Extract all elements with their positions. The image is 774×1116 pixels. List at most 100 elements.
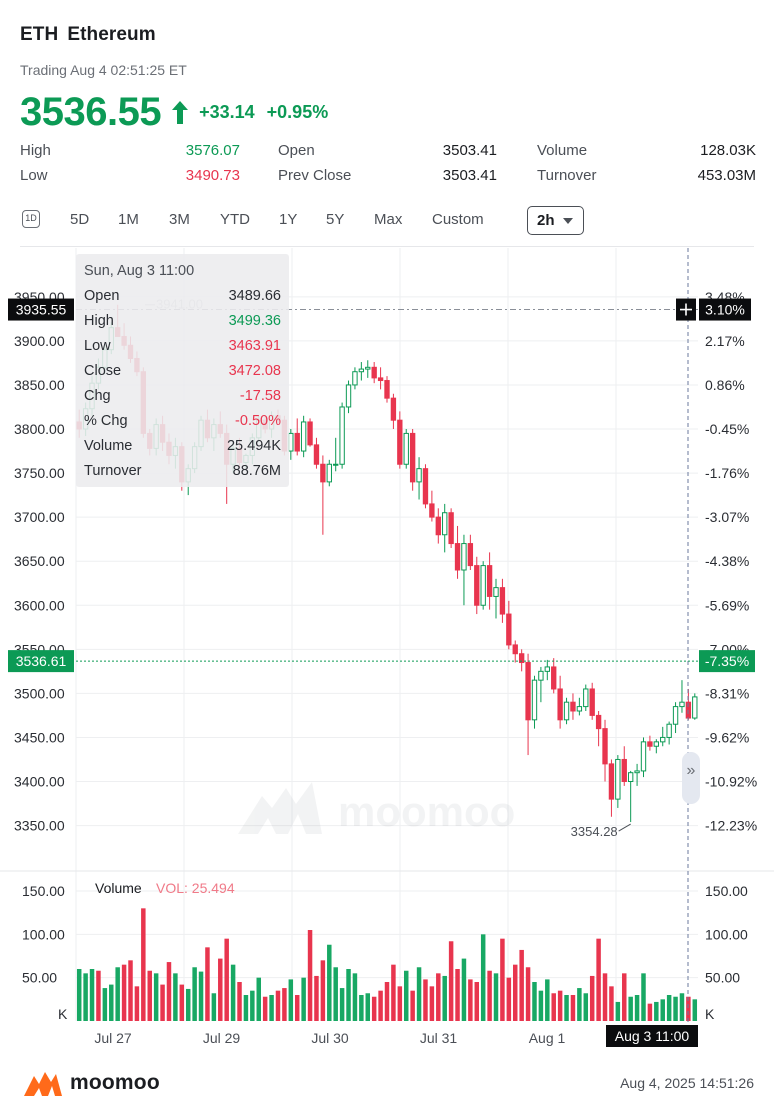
- tooltip-high-value: 3499.36: [228, 313, 281, 329]
- candle: [409, 429, 416, 491]
- candle-body: [320, 463, 326, 483]
- volume-bar: [89, 969, 95, 1021]
- candle-body: [615, 758, 621, 800]
- volume-bar: [352, 973, 358, 1021]
- volume-bar: [320, 960, 326, 1021]
- tab-1m[interactable]: 1M: [118, 211, 139, 228]
- current-price-text: 3536.61: [16, 653, 67, 669]
- pct-tick-label: -0.45%: [705, 421, 749, 437]
- volume-bar: [128, 960, 133, 1021]
- volume-bar: [275, 990, 281, 1021]
- candle-body: [333, 463, 339, 466]
- candle-body: [365, 366, 371, 370]
- volume-bar: [551, 993, 556, 1021]
- candle-body: [345, 384, 352, 408]
- symbol: ETH: [20, 24, 59, 45]
- candle-body: [461, 543, 467, 571]
- candle: [454, 525, 461, 579]
- volume-bar: [615, 1001, 621, 1021]
- volume-bar: [333, 967, 338, 1021]
- candle: [608, 759, 615, 817]
- candle: [480, 561, 486, 610]
- tab-custom[interactable]: Custom: [432, 211, 484, 228]
- candle: [499, 578, 506, 623]
- candle-body: [525, 662, 531, 721]
- volume-bar: [519, 949, 524, 1021]
- candle: [692, 693, 698, 720]
- volume-tick-label-right: 100.00: [705, 926, 748, 942]
- tab-1y[interactable]: 1Y: [279, 211, 298, 228]
- volume-bar: [288, 979, 294, 1021]
- candle: [422, 464, 429, 509]
- turnover-value: 453.03M: [697, 167, 756, 184]
- candle-body: [486, 565, 493, 597]
- candle: [595, 711, 602, 747]
- low-label: Low: [20, 167, 48, 184]
- volume-bar: [692, 999, 698, 1021]
- tooltip-pchg-row: % Chg -0.50%: [84, 413, 281, 429]
- volume-bar: [474, 982, 480, 1021]
- candle-body: [551, 666, 557, 690]
- current-price-badge: [8, 650, 74, 673]
- volume-bar: [371, 996, 377, 1021]
- tab-5d[interactable]: 5D: [70, 211, 90, 228]
- tab-1d[interactable]: 1D: [22, 210, 40, 228]
- candle: [403, 429, 409, 469]
- candle-body: [512, 644, 518, 655]
- volume-bar: [339, 988, 345, 1021]
- price-change-pct: +0.95%: [266, 102, 329, 122]
- tab-ytd[interactable]: YTD: [220, 211, 250, 228]
- tooltip-pchg-value: -0.50%: [235, 413, 281, 429]
- volume-bar: [602, 973, 608, 1021]
- volume-bar: [185, 988, 191, 1021]
- volume-tick-label: 50.00: [22, 970, 57, 986]
- moomoo-logo-watermark: [238, 782, 322, 834]
- tab-max[interactable]: Max: [374, 211, 403, 228]
- crosshair-pct-badge: [699, 298, 751, 321]
- tab-3m[interactable]: 3M: [169, 211, 190, 228]
- candle: [448, 508, 454, 548]
- volume-bar: [564, 995, 569, 1021]
- time-tick-label: Jul 27: [94, 1030, 132, 1046]
- candle-body: [493, 587, 499, 597]
- volume-bar: [596, 938, 601, 1021]
- candle-body: [608, 763, 615, 800]
- tab-5y[interactable]: 5Y: [326, 211, 345, 228]
- crosshair-time-text: Aug 3 11:00: [615, 1028, 690, 1044]
- candle: [390, 393, 397, 429]
- volume-bar: [468, 979, 473, 1021]
- candle: [660, 726, 666, 747]
- price-tick-label: 3800.00: [14, 421, 65, 437]
- candle-body: [653, 741, 659, 747]
- candle: [653, 739, 659, 754]
- tooltip-low-row: Low 3463.91: [84, 338, 281, 354]
- volume-bar: [391, 964, 396, 1021]
- candle-body: [589, 688, 595, 716]
- interval-dropdown[interactable]: 2h: [527, 206, 584, 235]
- price-row: 3536.55 +33.14 +0.95%: [20, 90, 328, 135]
- candle: [518, 649, 525, 672]
- pct-tick-label: -9.62%: [705, 729, 749, 745]
- candle-body: [621, 758, 627, 782]
- tooltip-open-label: Open: [84, 288, 120, 304]
- volume-unit-label-right: K: [705, 1006, 715, 1022]
- price-tick-label: 3850.00: [14, 377, 65, 393]
- candle: [531, 675, 538, 729]
- tooltip-volume-label: Volume: [84, 438, 133, 454]
- price-tick-label: 3650.00: [14, 553, 65, 569]
- volume-bar: [583, 993, 589, 1021]
- candle-body: [602, 728, 608, 765]
- candle: [326, 459, 332, 487]
- candle: [352, 367, 358, 390]
- candle: [486, 552, 493, 610]
- volume-bar: [269, 995, 274, 1021]
- candle-body: [627, 772, 634, 782]
- instrument-title: ETH Ethereum: [20, 24, 156, 46]
- volume-bar: [410, 990, 415, 1021]
- candle: [666, 721, 672, 745]
- interval-value: 2h: [537, 212, 555, 229]
- volume-title: Volume: [95, 880, 142, 896]
- tooltip-chg-value: -17.58: [239, 388, 281, 404]
- pct-tick-label: -1.76%: [705, 465, 749, 481]
- volume-bar: [294, 995, 300, 1021]
